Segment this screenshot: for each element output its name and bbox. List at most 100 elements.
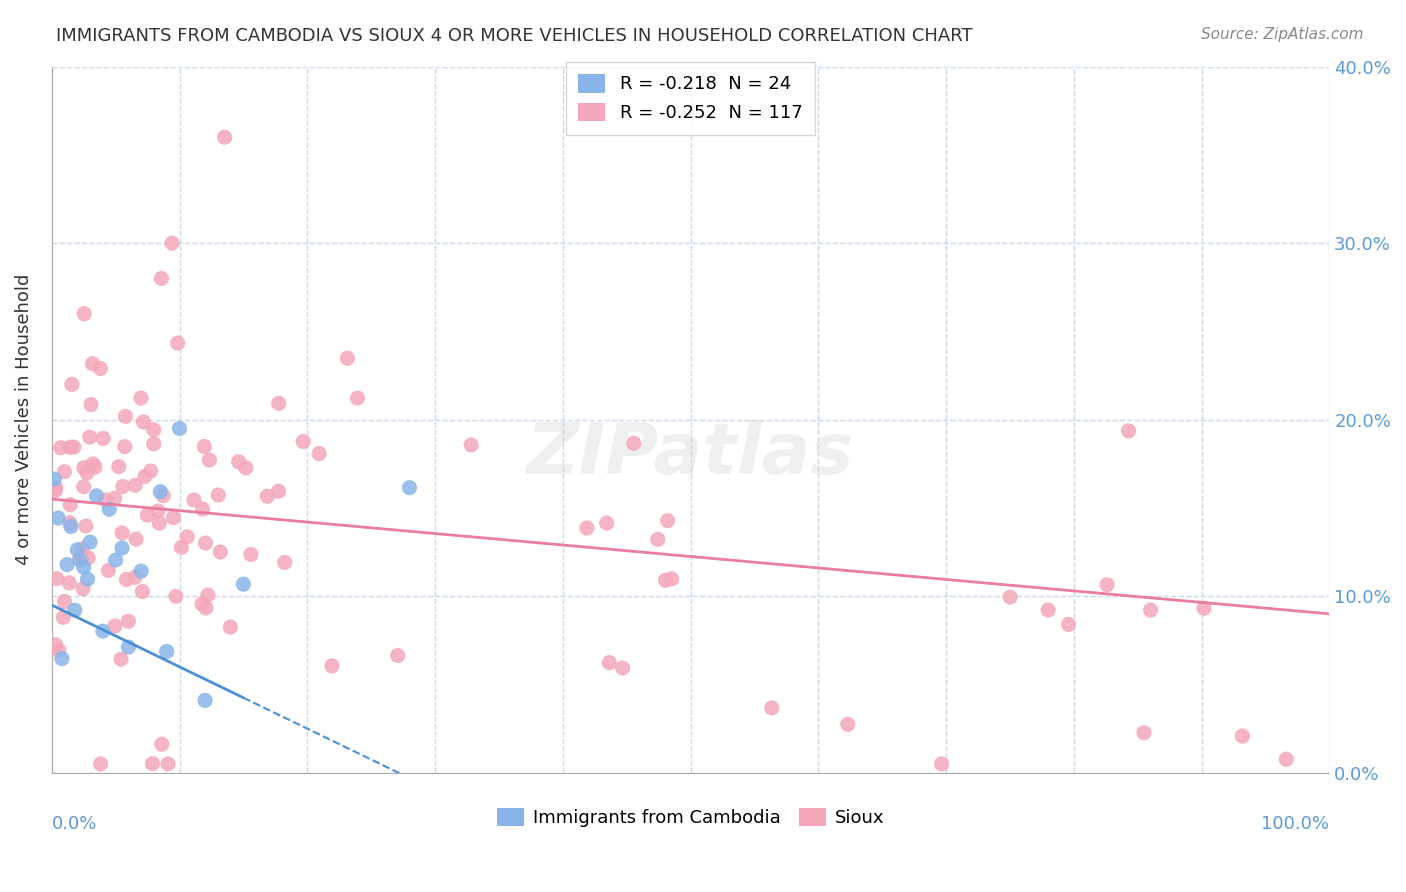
Text: 0.0%: 0.0% (52, 815, 97, 833)
Sioux (58, 575, 80, 590)
Immigrants from Cambodia (156, 644, 179, 658)
Sioux (346, 391, 368, 405)
Sioux (114, 440, 136, 454)
Sioux (292, 434, 315, 449)
Sioux (142, 437, 165, 451)
Sioux (129, 391, 152, 405)
Immigrants from Cambodia (149, 484, 172, 499)
Immigrants from Cambodia (79, 535, 101, 549)
Sioux (228, 455, 250, 469)
Immigrants from Cambodia (69, 553, 91, 567)
Immigrants from Cambodia (46, 511, 69, 525)
Sioux (73, 480, 96, 494)
Sioux (104, 619, 127, 633)
Sioux (1275, 752, 1298, 766)
Sioux (657, 514, 679, 528)
Sioux (124, 478, 146, 492)
Sioux (70, 549, 93, 563)
Sioux (59, 440, 82, 454)
Immigrants from Cambodia (111, 541, 134, 555)
Sioux (125, 532, 148, 546)
Immigrants from Cambodia (169, 421, 191, 435)
Sioux (73, 460, 96, 475)
Sioux (194, 536, 217, 550)
Sioux (148, 516, 170, 531)
Immigrants from Cambodia (98, 502, 121, 516)
Sioux (156, 756, 179, 771)
Sioux (48, 643, 70, 657)
Sioux (321, 659, 343, 673)
Sioux (44, 638, 66, 652)
Sioux (111, 525, 134, 540)
Sioux (197, 588, 219, 602)
Sioux (72, 582, 94, 596)
Immigrants from Cambodia (73, 560, 96, 574)
Sioux (97, 564, 120, 578)
Sioux (162, 510, 184, 524)
Sioux (136, 508, 159, 522)
Immigrants from Cambodia (398, 481, 420, 495)
Sioux (89, 361, 111, 376)
Immigrants from Cambodia (63, 603, 86, 617)
Legend: Immigrants from Cambodia, Sioux: Immigrants from Cambodia, Sioux (489, 800, 891, 834)
Sioux (132, 415, 155, 429)
Sioux (146, 504, 169, 518)
Sioux (84, 460, 107, 475)
Text: IMMIGRANTS FROM CAMBODIA VS SIOUX 4 OR MORE VEHICLES IN HOUSEHOLD CORRELATION CH: IMMIGRANTS FROM CAMBODIA VS SIOUX 4 OR M… (56, 27, 973, 45)
Sioux (596, 516, 619, 530)
Sioux (654, 574, 676, 588)
Sioux (142, 423, 165, 437)
Sioux (214, 130, 236, 145)
Sioux (194, 601, 217, 615)
Sioux (193, 440, 215, 454)
Sioux (82, 357, 104, 371)
Sioux (207, 488, 229, 502)
Sioux (70, 541, 93, 556)
Sioux (76, 466, 98, 480)
Sioux (59, 516, 82, 530)
Sioux (69, 551, 91, 566)
Sioux (235, 461, 257, 475)
Immigrants from Cambodia (66, 542, 89, 557)
Immigrants from Cambodia (117, 640, 139, 654)
Immigrants from Cambodia (86, 489, 108, 503)
Sioux (176, 530, 198, 544)
Sioux (73, 307, 96, 321)
Sioux (94, 493, 117, 508)
Sioux (91, 432, 114, 446)
Sioux (1133, 726, 1156, 740)
Sioux (336, 351, 359, 366)
Text: ZIPatlas: ZIPatlas (527, 420, 855, 490)
Sioux (575, 521, 598, 535)
Sioux (1057, 617, 1080, 632)
Sioux (45, 483, 67, 498)
Sioux (166, 336, 188, 351)
Sioux (160, 236, 183, 251)
Sioux (460, 438, 482, 452)
Sioux (1232, 729, 1254, 743)
Sioux (131, 584, 153, 599)
Sioux (141, 756, 163, 771)
Sioux (117, 614, 139, 628)
Sioux (256, 489, 278, 503)
Sioux (1192, 601, 1215, 615)
Sioux (1139, 603, 1161, 617)
Sioux (209, 545, 232, 559)
Sioux (62, 440, 84, 454)
Sioux (1038, 603, 1060, 617)
Immigrants from Cambodia (51, 651, 73, 665)
Immigrants from Cambodia (129, 564, 152, 578)
Sioux (267, 396, 290, 410)
Sioux (111, 479, 134, 493)
Sioux (647, 533, 669, 547)
Sioux (998, 590, 1021, 604)
Sioux (60, 377, 83, 392)
Sioux (80, 398, 103, 412)
Sioux (82, 457, 104, 471)
Sioux (661, 572, 683, 586)
Sioux (198, 453, 221, 467)
Immigrants from Cambodia (194, 693, 217, 707)
Sioux (150, 271, 173, 285)
Text: Source: ZipAtlas.com: Source: ZipAtlas.com (1201, 27, 1364, 42)
Sioux (139, 464, 162, 478)
